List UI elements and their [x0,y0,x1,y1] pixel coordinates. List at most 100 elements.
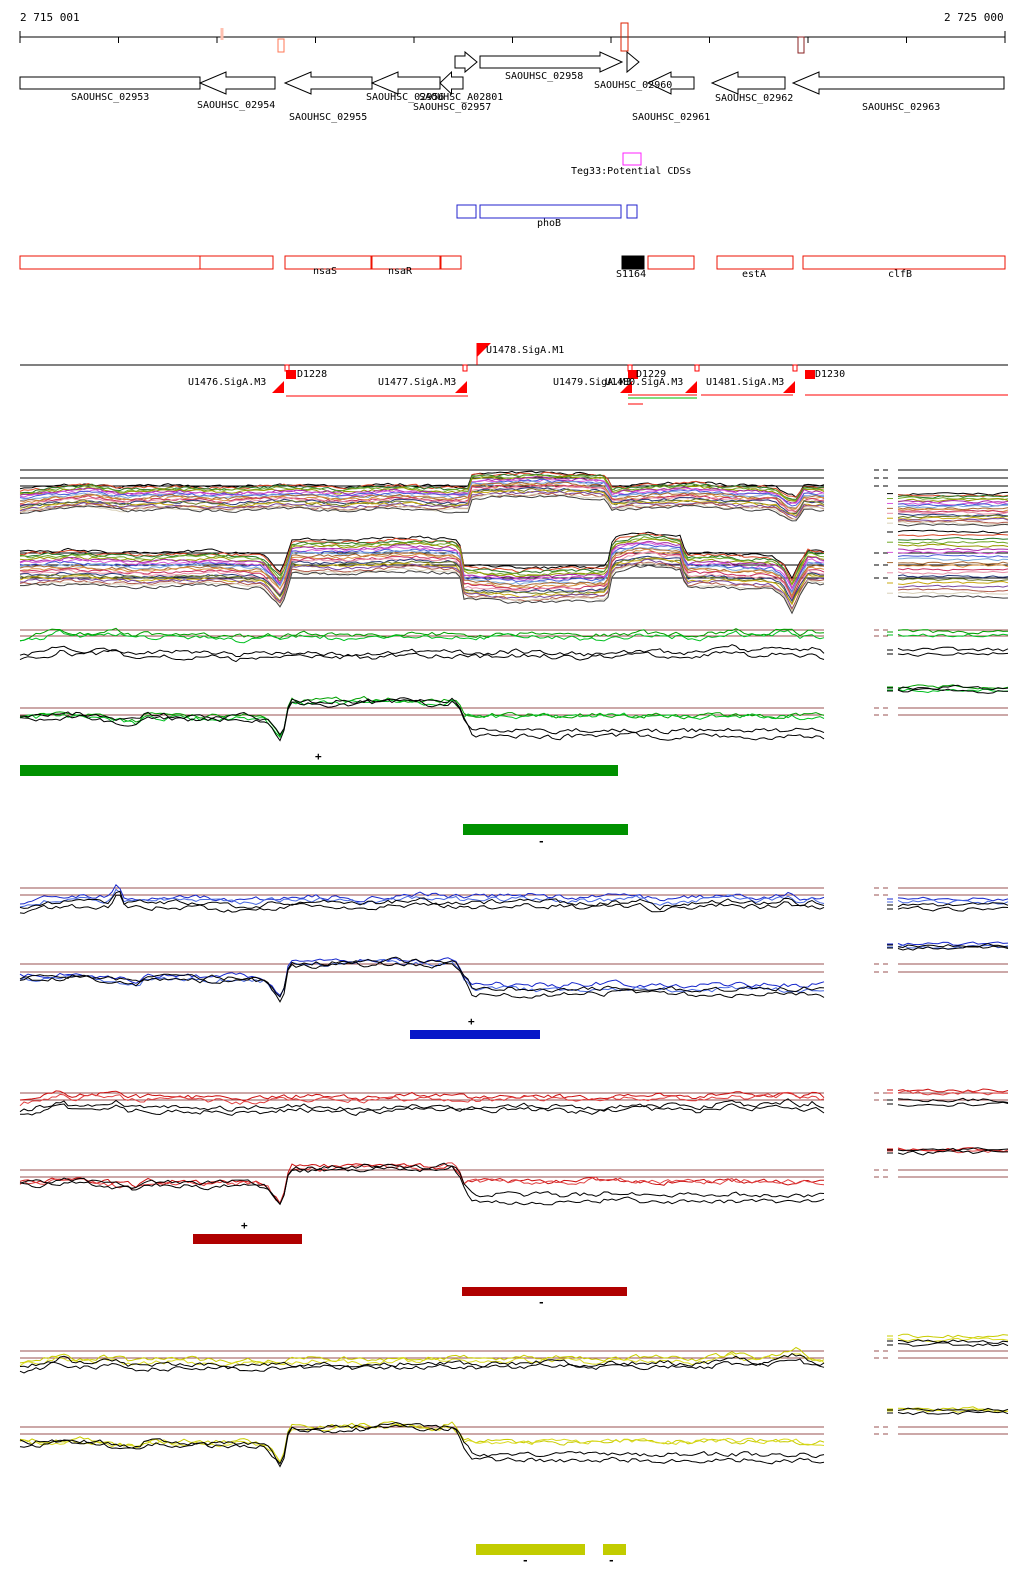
coverage-line-coverage-red-plus [19,1103,825,1116]
coverage-line-coverage-red-plus [19,1098,825,1113]
coverage-line-coverage-red-minus [19,1162,825,1206]
coverage-line-coverage-green-minus [19,698,825,742]
coverage-line-inset-coverage-green-minus [897,684,1009,690]
coverage-line-inset-coverage-all-plus [897,519,1009,524]
coverage-line-inset-coverage-all-plus [897,509,1009,513]
coverage-line-inset-coverage-yellow-plus [897,1337,1009,1343]
coverage-line-inset-coverage-green-plus [897,629,1009,635]
gene-arrow-saouhsc_02955 [283,71,373,95]
gene-arrow-saouhsc_02956 [370,71,441,95]
operon-box [716,255,794,270]
operon-box [199,255,274,270]
phob-box [479,204,622,219]
coverage-line-inset-coverage-all-minus [897,550,1009,555]
coverage-line-inset-coverage-green-plus [897,646,1009,652]
coverage-line-coverage-blue-plus [19,890,825,911]
coverage-line-coverage-all-minus [19,546,825,594]
coverage-line-coverage-all-plus [19,474,825,502]
gene-label-saouhsc-a02801: SAOUHSC_A02801 [419,92,504,103]
coverage-line-inset-coverage-blue-minus [897,943,1009,949]
gene-label-saouhsc-02953: SAOUHSC_02953 [71,92,150,103]
coverage-line-inset-coverage-all-minus [897,591,1009,595]
gene-label-saouhsc-02958: SAOUHSC_02958 [505,71,584,82]
coverage-line-coverage-all-plus [19,471,825,498]
bar-yellow-minus-1 [476,1544,585,1555]
coverage-line-inset-coverage-red-minus [897,1147,1009,1152]
gene-label-saouhsc-02963: SAOUHSC_02963 [862,102,941,113]
coverage-line-coverage-all-minus [19,541,825,591]
coverage-line-coverage-yellow-minus [19,1423,825,1463]
coverage-line-coverage-all-minus [19,547,825,597]
coverage-line-coverage-yellow-minus [19,1420,825,1464]
coverage-line-inset-coverage-all-plus [897,504,1009,509]
gene-label-saouhsc-02962: SAOUHSC_02962 [715,93,794,104]
coverage-line-coverage-blue-plus [19,883,825,905]
gene-label-saouhsc-02957: SAOUHSC_02957 [413,102,492,113]
operon-label-nsar: nsaR [388,266,413,277]
coverage-line-inset-coverage-all-plus [897,501,1009,506]
gene-arrow-saouhsc_02958 [479,51,624,73]
coverage-line-inset-coverage-all-minus [897,554,1009,558]
coverage-line-inset-coverage-green-minus [897,684,1009,691]
gene-arrow-saouhsc_02961 [646,71,695,95]
tu-flag-u1476.siga.m3 [272,381,284,393]
tu-label-u1480: U1480.SigA.M3 [605,377,684,388]
coverage-line-inset-coverage-yellow-minus [897,1407,1009,1412]
tu-label-d1229: D1229 [636,369,667,380]
ruler-start-coordinate: 2 715 001 [20,11,80,24]
coverage-line-inset-coverage-blue-plus [897,902,1009,908]
sign-yellow-minus-2: - [608,1554,615,1567]
operon-box [371,255,441,270]
coverage-line-coverage-all-minus [19,557,825,605]
coverage-line-inset-coverage-all-plus [897,521,1009,526]
coverage-line-coverage-blue-plus [19,894,825,914]
coverage-line-inset-coverage-all-minus [897,588,1009,593]
tu-flag-u1480.siga.m3 [685,381,697,393]
coverage-line-inset-coverage-all-minus [897,574,1009,579]
coverage-line-inset-coverage-blue-plus [897,896,1009,902]
tu-start-mark [462,364,468,372]
coverage-line-coverage-all-plus [19,490,825,519]
coverage-line-inset-coverage-blue-plus [897,899,1009,905]
coverage-line-inset-coverage-red-minus [897,1149,1009,1156]
coverage-line-coverage-all-minus [19,551,825,601]
tu-flag-u1481.siga.m3 [783,381,795,393]
coverage-line-inset-coverage-blue-plus [897,905,1009,912]
tu-flag-u1479.siga.m3 [620,381,632,393]
coverage-line-coverage-all-minus [19,536,825,586]
coverage-line-inset-coverage-blue-minus [897,945,1009,951]
coverage-line-coverage-all-minus [19,548,825,598]
tu-label-u1476: U1476.SigA.M3 [188,377,267,388]
gene-arrow-saouhsc_a02801 [439,70,464,96]
ruler-variant-mark [620,22,629,52]
coverage-line-coverage-all-plus [19,486,825,515]
sign-darkred-plus: + [241,1219,248,1232]
coverage-line-coverage-all-minus [19,561,825,611]
coverage-line-inset-coverage-all-minus [897,577,1009,582]
coverage-line-coverage-all-minus [19,562,825,613]
coverage-line-coverage-all-minus [19,543,825,593]
coverage-line-inset-coverage-green-minus [897,688,1009,694]
coverage-line-inset-coverage-all-plus [897,523,1009,527]
tu-box-d1230 [805,370,815,379]
operon-label-esta: estA [742,269,767,280]
coverage-line-inset-coverage-all-minus [897,529,1009,534]
coverage-line-coverage-red-plus [19,1091,825,1107]
coverage-line-coverage-yellow-minus [19,1421,825,1465]
coverage-line-coverage-red-plus [19,1090,825,1102]
tu-flag-u1478 [477,343,491,357]
coverage-line-coverage-yellow-plus [19,1346,825,1364]
coverage-line-inset-coverage-all-plus [897,508,1009,513]
coverage-line-coverage-all-minus [19,557,824,606]
coverage-line-coverage-green-minus [20,697,825,736]
coverage-line-coverage-all-minus [19,551,825,602]
coverage-line-coverage-all-minus [19,558,825,610]
operon-box [647,255,695,270]
tu-start-mark [694,364,700,372]
bar-yellow-minus-2 [603,1544,626,1555]
coverage-line-inset-coverage-all-plus [897,491,1009,496]
coverage-line-inset-coverage-all-plus [897,499,1009,504]
coverage-line-coverage-red-minus [19,1162,825,1204]
